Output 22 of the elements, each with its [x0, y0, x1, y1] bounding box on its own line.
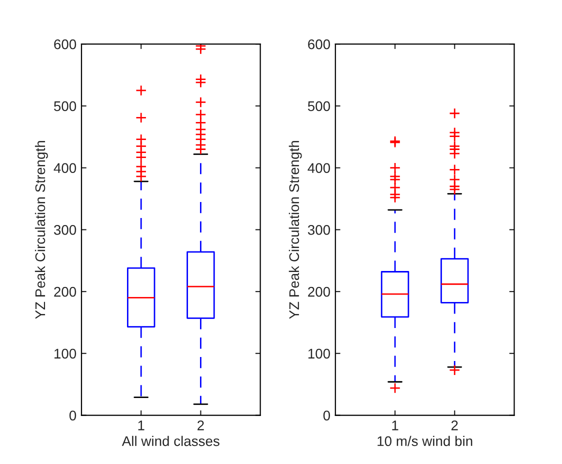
y-tick-label: 200	[308, 286, 330, 297]
y-tick-label: 500	[308, 101, 330, 112]
y-axis-title: YZ Peak Circulation Strength	[34, 141, 48, 319]
y-tick-label: 100	[54, 348, 76, 359]
y-tick-label: 0	[69, 410, 76, 420]
y-tick-label: 100	[308, 348, 330, 359]
x-tick-label: 1	[392, 420, 398, 430]
y-tick-label: 300	[308, 225, 330, 235]
x-tick-label: 2	[451, 420, 458, 430]
x-tick-label: 2	[198, 420, 204, 430]
y-tick-label: 400	[308, 163, 330, 173]
y-tick-label: 500	[54, 101, 76, 112]
y-tick-label: 0	[323, 410, 330, 420]
y-tick-label: 300	[54, 225, 76, 235]
x-axis-title: 10 m/s wind bin	[378, 436, 472, 446]
x-tick-label: 1	[138, 420, 144, 430]
x-axis-title: All wind classes	[122, 436, 220, 446]
y-axis-title: YZ Peak Circulation Strength	[288, 141, 302, 319]
y-tick-label: 200	[54, 286, 76, 297]
y-tick-label: 400	[54, 163, 76, 173]
y-tick-label: 600	[308, 39, 330, 50]
y-tick-label: 600	[54, 39, 76, 50]
